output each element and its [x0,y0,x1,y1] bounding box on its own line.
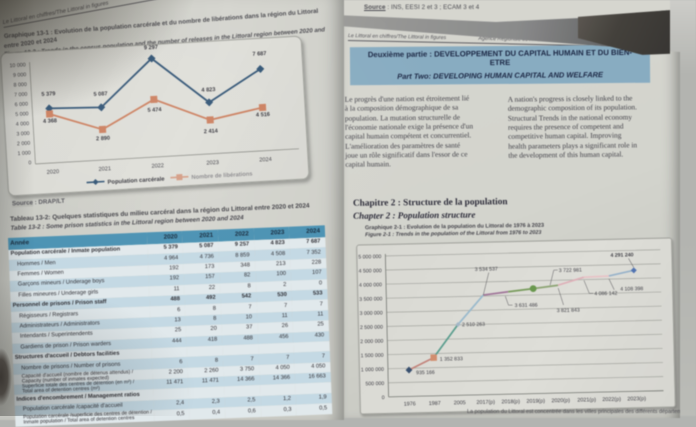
svg-text:4 086 142: 4 086 142 [594,291,617,298]
svg-text:4 368: 4 368 [43,118,57,125]
svg-text:2022: 2022 [151,163,164,170]
svg-text:2023: 2023 [206,160,219,167]
svg-text:2020: 2020 [47,169,60,176]
svg-text:3 631 486: 3 631 486 [514,303,537,310]
svg-text:10 000: 10 000 [9,62,26,69]
svg-text:1 500 000: 1 500 000 [360,353,383,360]
svg-text:2017(p): 2017(p) [476,399,495,405]
svg-text:8 000: 8 000 [13,82,27,89]
svg-text:4 291 240: 4 291 240 [610,252,633,259]
svg-text:0: 0 [382,395,385,401]
svg-text:1 000: 1 000 [17,150,31,157]
svg-text:9 000: 9 000 [13,72,27,79]
svg-text:1 352 833: 1 352 833 [440,356,463,363]
svg-text:7 687: 7 687 [252,51,266,58]
svg-text:Population carcérale: Population carcérale [107,177,165,186]
svg-text:2020(p): 2020(p) [551,398,570,404]
svg-text:935 166: 935 166 [416,370,435,376]
svg-text:4 000: 4 000 [16,121,30,128]
svg-text:2 890: 2 890 [96,136,110,143]
svg-text:2022(p): 2022(p) [602,397,621,403]
svg-text:4 823: 4 823 [201,87,215,94]
svg-text:3 500 000: 3 500 000 [359,296,382,303]
svg-text:4 500 000: 4 500 000 [359,268,382,275]
svg-text:2 000: 2 000 [17,141,31,148]
svg-text:1 000 000: 1 000 000 [361,367,384,374]
svg-text:1987: 1987 [429,401,441,407]
svg-text:5 474: 5 474 [147,107,162,114]
svg-text:2024: 2024 [259,157,272,164]
svg-text:2018(p): 2018(p) [501,399,520,405]
svg-text:2021(p): 2021(p) [577,397,596,403]
svg-text:1976: 1976 [404,401,416,407]
svg-text:2 000 000: 2 000 000 [360,339,383,346]
svg-text:2 500 000: 2 500 000 [360,325,383,332]
svg-text:3 722 981: 3 722 981 [559,267,582,274]
svg-text:2 510 263: 2 510 263 [462,322,485,329]
svg-text:5 379: 5 379 [41,91,55,98]
svg-text:2019(p): 2019(p) [526,398,545,404]
svg-text:3 821 843: 3 821 843 [557,308,580,315]
svg-text:9 297: 9 297 [144,45,158,52]
svg-text:5 000: 5 000 [15,111,29,118]
svg-text:5 087: 5 087 [93,91,107,98]
svg-text:2005: 2005 [454,400,466,406]
svg-text:3 000: 3 000 [16,131,30,138]
svg-text:6 000: 6 000 [15,101,29,108]
svg-text:4 516: 4 516 [256,112,270,119]
svg-text:5 000 000: 5 000 000 [358,254,381,261]
svg-text:2023(p): 2023(p) [627,396,646,402]
svg-text:3 534 537: 3 534 537 [475,266,498,273]
svg-text:Nombre de libérations: Nombre de libérations [191,171,252,181]
svg-text:2 414: 2 414 [204,128,219,135]
svg-text:7 000: 7 000 [14,92,28,99]
svg-text:3 000 000: 3 000 000 [360,310,383,317]
svg-text:4 108 398: 4 108 398 [620,286,643,293]
svg-text:2021: 2021 [98,166,111,173]
svg-text:500 000: 500 000 [365,381,384,387]
svg-text:0: 0 [28,160,31,166]
svg-text:4 000 000: 4 000 000 [359,282,382,289]
